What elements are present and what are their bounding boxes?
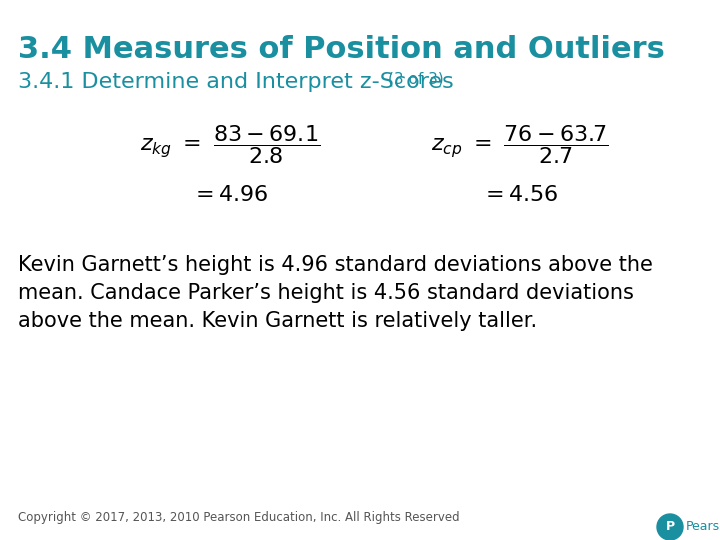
- Text: Pearson: Pearson: [686, 521, 720, 534]
- Circle shape: [657, 514, 683, 540]
- Text: above the mean. Kevin Garnett is relatively taller.: above the mean. Kevin Garnett is relativ…: [18, 311, 537, 331]
- Text: Kevin Garnett’s height is 4.96 standard deviations above the: Kevin Garnett’s height is 4.96 standard …: [18, 255, 653, 275]
- Text: P: P: [665, 521, 675, 534]
- Text: 3.4 Measures of Position and Outliers: 3.4 Measures of Position and Outliers: [18, 35, 665, 64]
- Text: $z_{kg}\ =\ \dfrac{83-69.1}{2.8}$: $z_{kg}\ =\ \dfrac{83-69.1}{2.8}$: [140, 124, 320, 166]
- Text: mean. Candace Parker’s height is 4.56 standard deviations: mean. Candace Parker’s height is 4.56 st…: [18, 283, 634, 303]
- Text: $z_{cp}\ =\ \dfrac{76-63.7}{2.7}$: $z_{cp}\ =\ \dfrac{76-63.7}{2.7}$: [431, 124, 609, 166]
- Text: 3.4.1 Determine and Interpret z-Scores: 3.4.1 Determine and Interpret z-Scores: [18, 72, 461, 92]
- Text: $=4.56$: $=4.56$: [481, 185, 559, 205]
- Text: (3 of 3): (3 of 3): [388, 72, 444, 87]
- Text: $=4.96$: $=4.96$: [192, 185, 269, 205]
- Text: Copyright © 2017, 2013, 2010 Pearson Education, Inc. All Rights Reserved: Copyright © 2017, 2013, 2010 Pearson Edu…: [18, 511, 459, 524]
